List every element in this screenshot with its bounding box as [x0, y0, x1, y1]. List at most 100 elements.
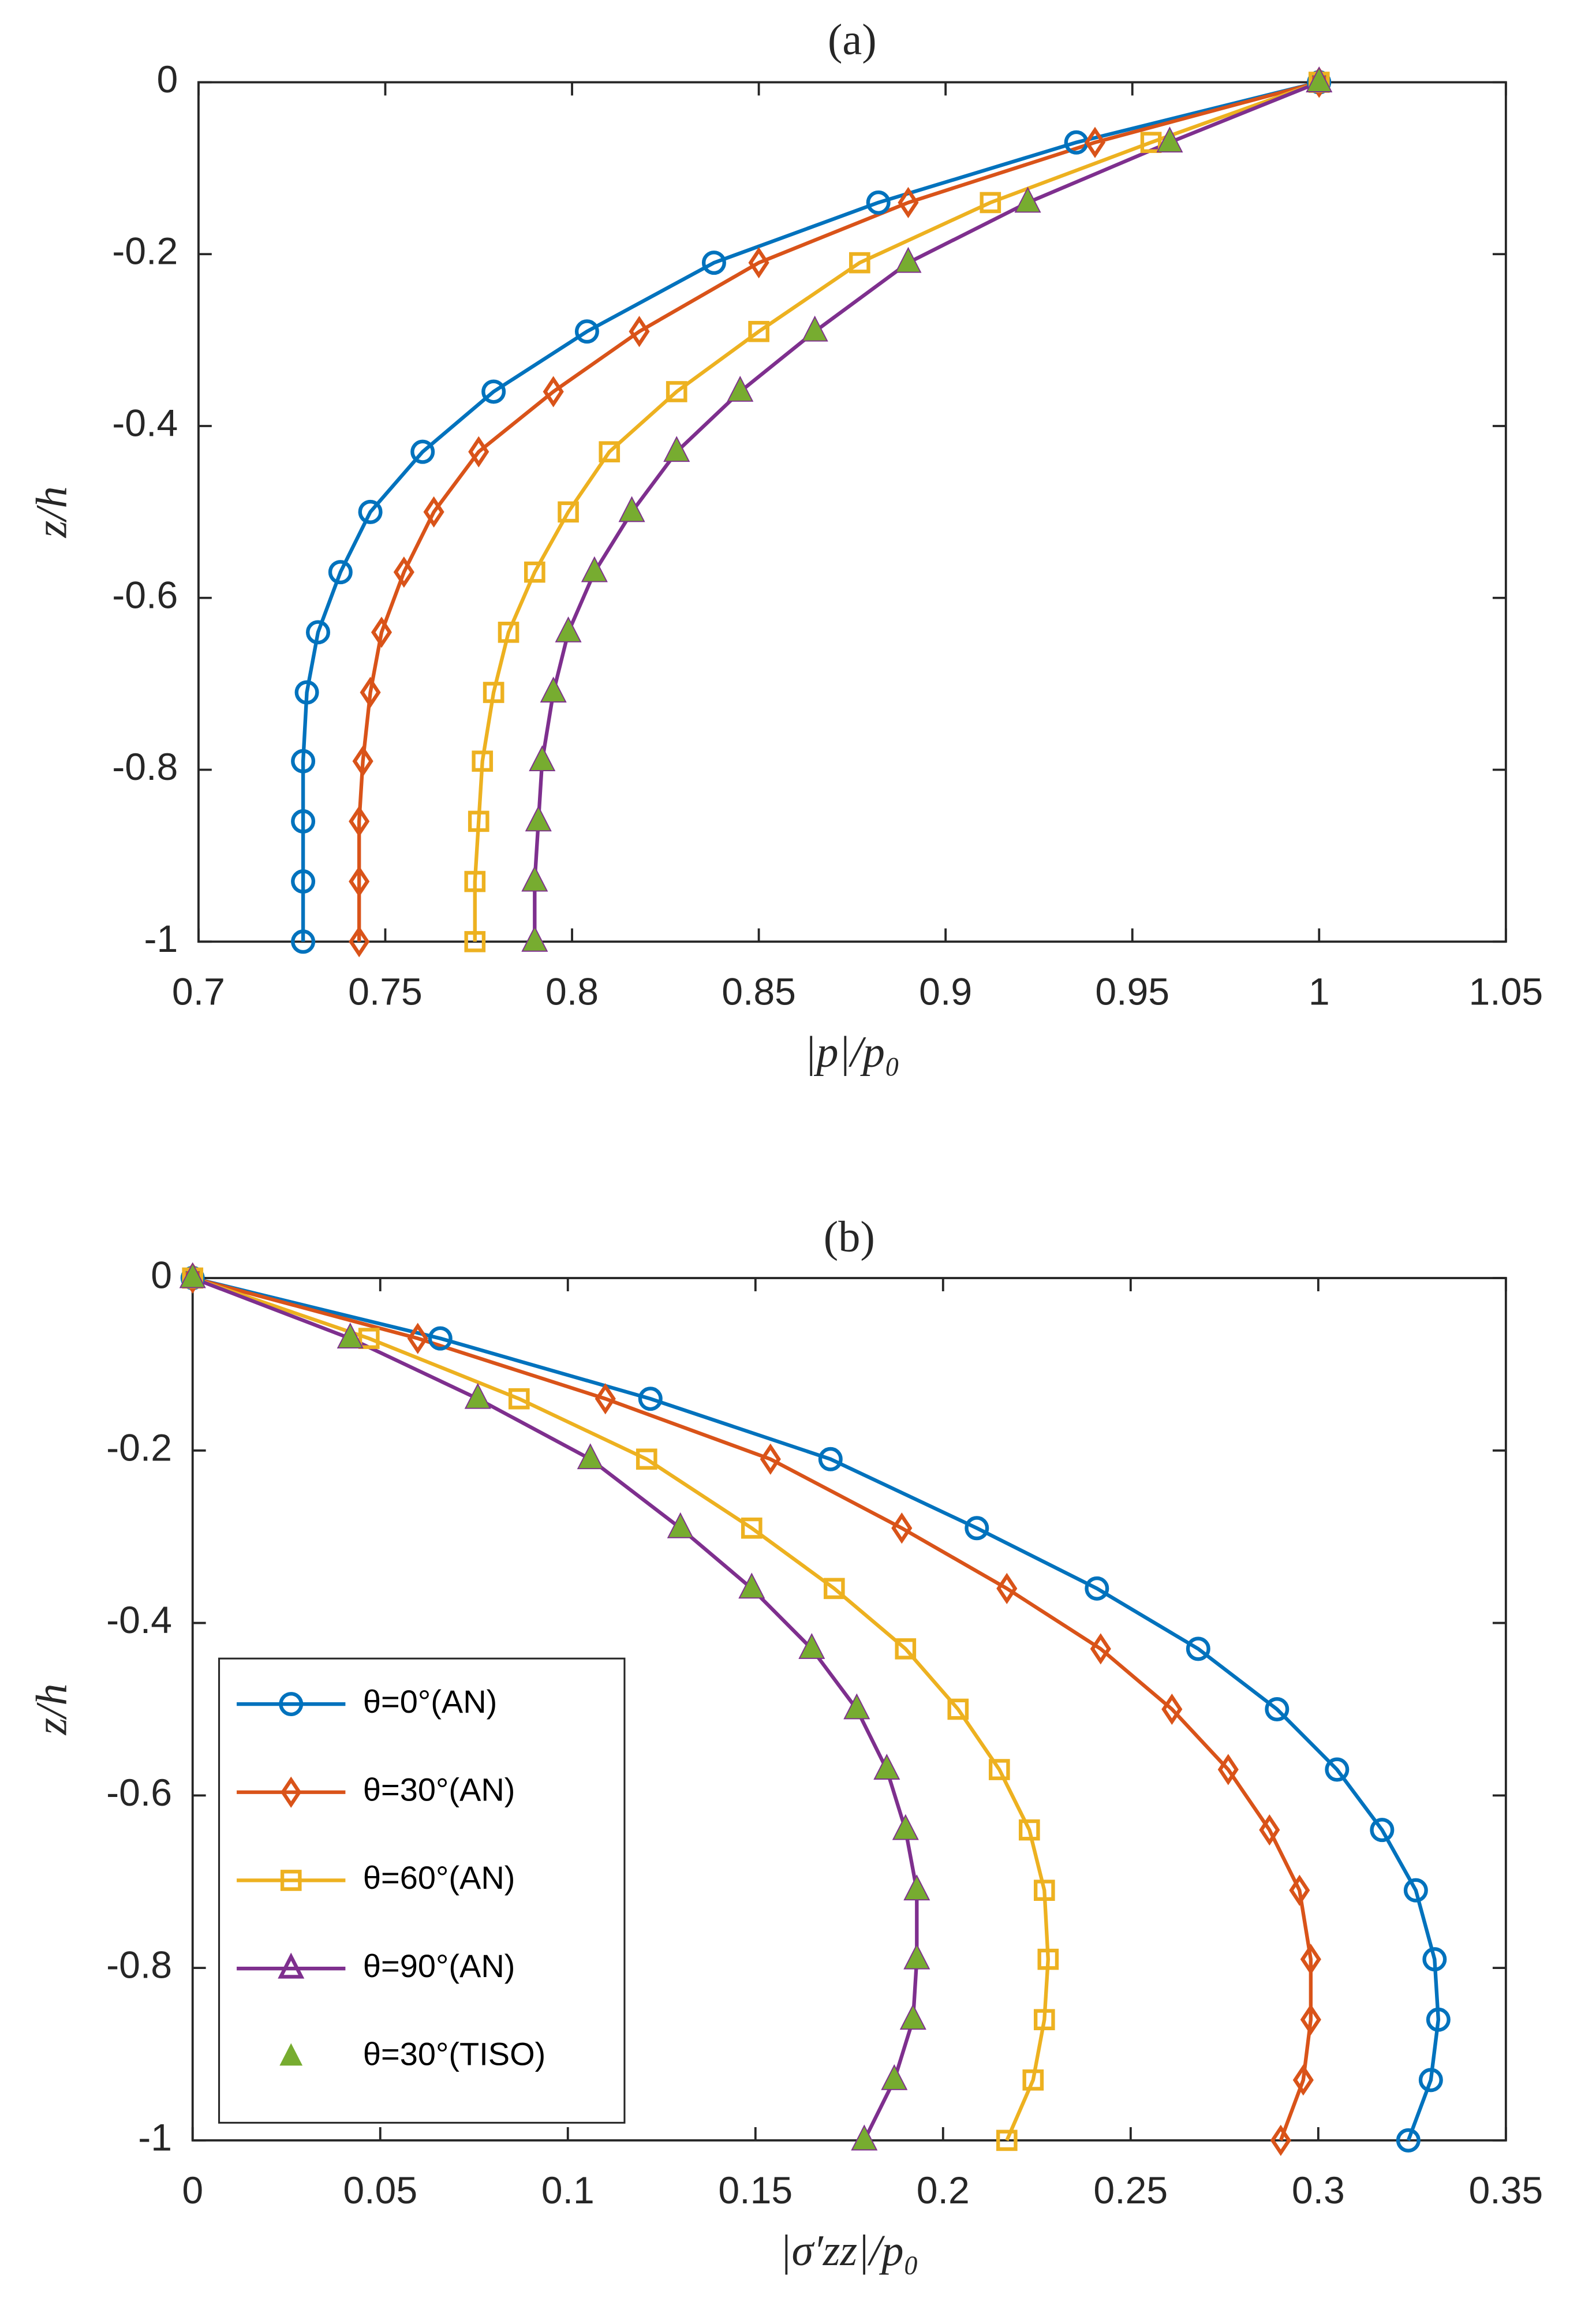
- marker: [1370, 1818, 1395, 1843]
- y-axis-label: z/h: [27, 1683, 76, 1735]
- marker: [845, 1695, 869, 1718]
- series-line: [473, 80, 1320, 942]
- marker: [894, 1816, 917, 1839]
- marker: [1033, 1880, 1055, 1901]
- marker: [291, 869, 316, 894]
- marker: [181, 1264, 204, 1287]
- marker: [818, 1447, 843, 1471]
- x-tick-label: 0.15: [718, 2169, 793, 2212]
- marker: [620, 498, 644, 521]
- marker: [1300, 1944, 1321, 1975]
- x-tick-label: 1.05: [1468, 970, 1543, 1013]
- marker: [360, 677, 381, 708]
- x-tick-label: 1: [1309, 970, 1330, 1013]
- marker: [996, 1572, 1018, 1604]
- marker: [523, 868, 547, 891]
- marker: [468, 810, 489, 832]
- marker: [599, 441, 621, 463]
- marker: [1217, 1754, 1239, 1785]
- x-tick-label: 0.2: [917, 2169, 970, 2212]
- y-tick-label: -0.4: [106, 1599, 172, 1642]
- marker: [668, 1514, 692, 1537]
- x-tick-label: 0.7: [172, 970, 225, 1013]
- marker: [883, 2067, 906, 2089]
- marker: [530, 748, 554, 771]
- legend-marker: [279, 2043, 303, 2066]
- marker: [849, 252, 870, 274]
- marker: [352, 745, 373, 777]
- marker: [558, 501, 579, 523]
- marker: [291, 809, 316, 834]
- y-tick-label: -0.4: [112, 402, 178, 444]
- marker: [629, 316, 650, 348]
- marker: [483, 682, 504, 703]
- marker: [741, 1517, 763, 1539]
- marker: [740, 1575, 764, 1598]
- marker: [728, 378, 752, 401]
- series-line: [533, 80, 1320, 942]
- marker: [666, 381, 687, 402]
- y-tick-label: 0: [151, 1254, 172, 1297]
- marker: [905, 1945, 929, 1968]
- marker: [866, 190, 891, 215]
- marker: [1307, 69, 1331, 92]
- series-line: [192, 1276, 1313, 2142]
- y-tick-label: -0.6: [106, 1772, 172, 1814]
- marker: [898, 186, 919, 219]
- marker: [526, 808, 550, 831]
- legend-label: θ=0°(AN): [363, 1683, 497, 1720]
- marker: [466, 1385, 489, 1408]
- marker: [947, 1698, 969, 1720]
- x-tick-label: 0: [182, 2169, 203, 2212]
- marker: [896, 249, 920, 272]
- marker: [1289, 1874, 1310, 1906]
- series-line: [192, 1276, 1441, 2142]
- marker: [541, 679, 565, 702]
- marker: [574, 319, 599, 344]
- marker: [1396, 2128, 1421, 2153]
- marker: [410, 439, 435, 464]
- x-tick-label: 0.3: [1292, 2169, 1345, 2212]
- legend-marker: [280, 1870, 302, 1891]
- marker: [1161, 1693, 1183, 1725]
- marker: [1259, 1814, 1280, 1846]
- marker: [481, 379, 506, 404]
- legend-label: θ=30°(TISO): [363, 2036, 545, 2072]
- marker: [1325, 1757, 1350, 1782]
- marker: [582, 558, 606, 581]
- marker: [988, 1759, 1010, 1780]
- marker: [556, 619, 580, 641]
- x-tick-label: 0.85: [722, 970, 796, 1013]
- x-tick-label: 0.9: [919, 970, 972, 1013]
- marker: [905, 1877, 929, 1900]
- marker: [853, 2127, 876, 2150]
- x-tick-label: 0.8: [545, 970, 599, 1013]
- legend-label: θ=90°(AN): [363, 1948, 515, 1984]
- x-tick-label: 0.05: [343, 2169, 417, 2212]
- marker: [291, 929, 316, 954]
- marker: [1033, 2009, 1055, 2031]
- marker: [407, 1322, 428, 1354]
- marker: [891, 1512, 913, 1544]
- marker: [328, 560, 353, 585]
- y-tick-label: -1: [144, 918, 178, 961]
- marker: [524, 561, 545, 583]
- marker: [1426, 2007, 1451, 2032]
- marker: [508, 1388, 530, 1410]
- marker: [1018, 1819, 1040, 1841]
- marker: [636, 1448, 657, 1470]
- x-tick-label: 0.1: [541, 2169, 595, 2212]
- y-tick-label: 0: [156, 58, 178, 101]
- marker: [1016, 189, 1040, 212]
- x-tick-label: 0.25: [1093, 2169, 1168, 2212]
- marker: [1085, 1576, 1109, 1601]
- plot-frame: [197, 81, 1507, 943]
- marker: [901, 2006, 925, 2029]
- marker: [423, 496, 444, 528]
- marker: [1422, 1947, 1447, 1972]
- x-axis-label: |p|/p₀: [804, 1027, 900, 1076]
- marker: [498, 621, 519, 643]
- marker: [371, 617, 393, 648]
- marker: [1022, 2069, 1044, 2091]
